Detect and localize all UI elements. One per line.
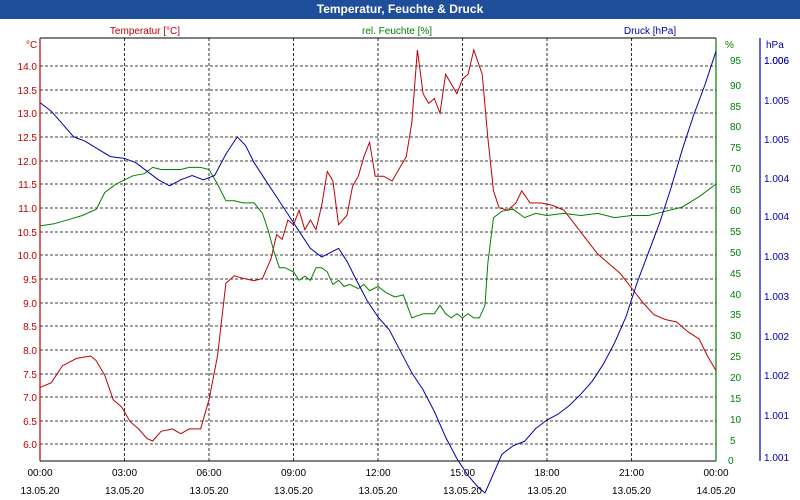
y-tick-temperature-6: 9.0: [23, 299, 37, 310]
y-tick-humidity-13: 65: [730, 185, 742, 196]
y-tick-humidity-9: 45: [730, 269, 742, 280]
y-tick-humidity-5: 25: [730, 352, 742, 363]
y-tick-humidity-19: 95: [730, 56, 742, 67]
y-tick-temperature-1: 6.5: [23, 417, 37, 428]
y-tick-humidity-12: 60: [730, 206, 742, 217]
y-unit-pressure: hPa: [766, 40, 784, 51]
x-tick-date-1: 13.05.20: [105, 486, 144, 497]
y-tick-pressure-10: 1.006: [764, 56, 789, 67]
x-tick-date-0: 13.05.20: [21, 486, 60, 497]
y-tick-temperature-3: 7.5: [23, 370, 37, 381]
x-tick-time-1: 03:00: [112, 468, 137, 479]
x-tick-date-3: 13.05.20: [274, 486, 313, 497]
x-tick-time-4: 12:00: [365, 468, 390, 479]
x-tick-time-0: 00:00: [27, 468, 52, 479]
x-tick-date-8: 14.05.20: [697, 486, 736, 497]
y-tick-pressure-3: 1.002: [764, 332, 789, 343]
y-tick-humidity-17: 85: [730, 102, 742, 113]
x-tick-date-2: 13.05.20: [190, 486, 229, 497]
y-tick-pressure-6: 1.004: [764, 212, 789, 223]
series-line-temperature: [39, 48, 717, 442]
y-tick-humidity-16: 80: [730, 122, 742, 133]
y-tick-temperature-9: 10.5: [18, 228, 38, 239]
legend-temperature: Temperatur [°C]: [110, 26, 180, 37]
y-tick-pressure-0: 1.001: [764, 453, 789, 464]
y-tick-pressure-8: 1.005: [764, 135, 789, 146]
y-tick-temperature-15: 13.5: [18, 86, 38, 97]
y-tick-temperature-16: 14.0: [18, 62, 38, 73]
series-line-pressure: [39, 51, 717, 494]
y-tick-humidity-3: 15: [730, 394, 742, 405]
y-tick-humidity-14: 70: [730, 164, 742, 175]
x-tick-date-5: 13.05.20: [443, 486, 482, 497]
y-unit-humidity: %: [725, 40, 734, 51]
y-tick-humidity-10: 50: [730, 248, 742, 259]
y-tick-temperature-11: 11.5: [18, 180, 37, 191]
y-tick-pressure-2: 1.002: [764, 371, 789, 382]
y-tick-temperature-12: 12.0: [18, 157, 38, 168]
x-tick-time-6: 18:00: [534, 468, 559, 479]
y-tick-humidity-6: 30: [730, 331, 742, 342]
y-tick-pressure-7: 1.004: [764, 174, 789, 185]
y-tick-temperature-4: 8.0: [23, 346, 37, 357]
y-tick-humidity-18: 90: [730, 81, 742, 92]
y-tick-humidity-7: 35: [730, 310, 742, 321]
y-tick-temperature-2: 7.0: [23, 393, 37, 404]
y-tick-humidity-8: 40: [730, 290, 742, 301]
x-tick-time-3: 09:00: [281, 468, 306, 479]
y-tick-pressure-5: 1.003: [764, 252, 789, 263]
y-tick-humidity-15: 75: [730, 143, 742, 154]
y-tick-temperature-10: 11.0: [18, 204, 37, 215]
y-tick-temperature-0: 6.0: [23, 440, 37, 451]
x-tick-time-7: 21:00: [619, 468, 644, 479]
y-tick-temperature-14: 13.0: [18, 109, 38, 120]
x-tick-date-7: 13.05.20: [612, 486, 651, 497]
y-tick-pressure-11: 1.006: [764, 56, 789, 67]
y-tick-humidity-1: 5: [730, 436, 736, 447]
y-tick-humidity-11: 55: [730, 227, 742, 238]
y-tick-humidity-4: 20: [730, 373, 742, 384]
x-tick-time-2: 06:00: [196, 468, 221, 479]
y-tick-pressure-1: 1.001: [764, 411, 789, 422]
series-line-humidity: [39, 166, 717, 319]
x-tick-date-6: 13.05.20: [528, 486, 567, 497]
legend-humidity: rel. Feuchte [%]: [362, 26, 432, 37]
x-tick-date-4: 13.05.20: [359, 486, 398, 497]
legend-pressure: Druck [hPa]: [624, 26, 676, 37]
chart-title: Temperatur, Feuchte & Druck: [0, 0, 800, 19]
y-tick-temperature-5: 8.5: [23, 322, 37, 333]
y-tick-temperature-7: 9.5: [23, 275, 37, 286]
y-tick-pressure-4: 1.003: [764, 292, 789, 303]
y-tick-temperature-13: 12.5: [18, 133, 38, 144]
x-tick-time-8: 00:00: [703, 468, 728, 479]
x-tick-time-5: 15:00: [450, 468, 475, 479]
y-tick-temperature-8: 10.0: [18, 251, 38, 262]
y-unit-temperature: °C: [26, 40, 37, 51]
y-tick-pressure-9: 1.005: [764, 96, 789, 107]
y-tick-humidity-0: 0: [728, 456, 734, 467]
y-tick-humidity-2: 10: [730, 415, 742, 426]
